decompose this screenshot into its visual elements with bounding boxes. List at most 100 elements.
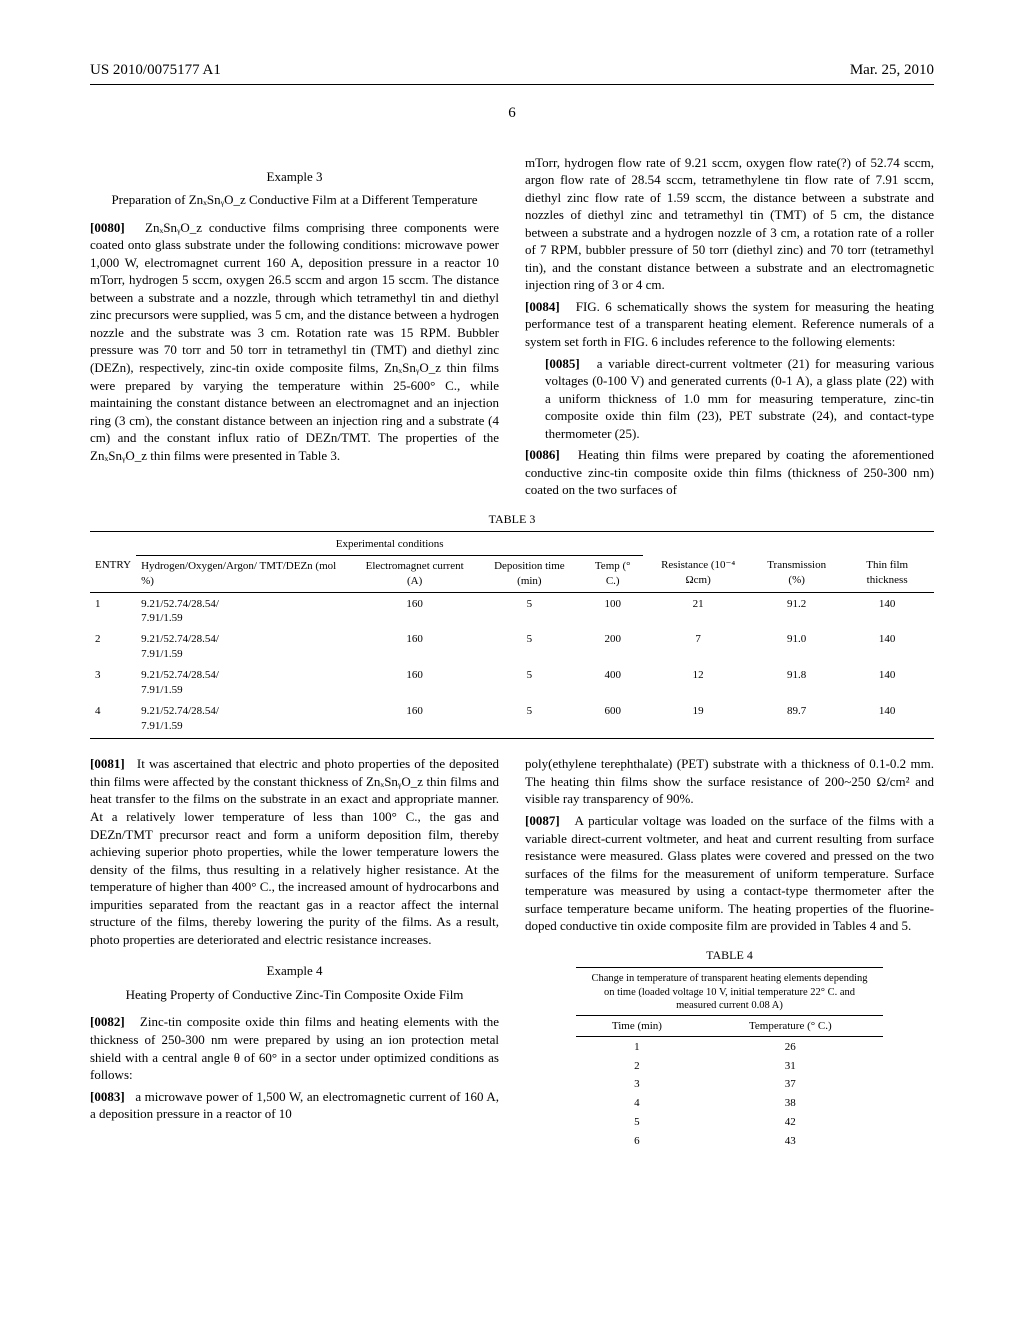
cell: 100 bbox=[582, 594, 643, 630]
table-row: 2 9.21/52.74/28.54/7.91/1.59 160 5 200 7… bbox=[90, 629, 934, 665]
cell: 9.21/52.74/28.54/ bbox=[141, 598, 219, 610]
cell: 12 bbox=[643, 665, 753, 701]
cell: 6 bbox=[576, 1132, 698, 1151]
table-row: 126 bbox=[576, 1038, 883, 1057]
example4-label: Example 4 bbox=[90, 962, 499, 980]
table4-label: TABLE 4 bbox=[525, 947, 934, 963]
col-resist: Resistance (10⁻⁴ Ωcm) bbox=[643, 555, 753, 592]
col-thick: Thin film thickness bbox=[840, 555, 934, 592]
para-text: Heating thin films were prepared by coat… bbox=[525, 447, 934, 497]
para-0083a: [0083] a microwave power of 1,500 W, an … bbox=[90, 1088, 499, 1123]
cell: 160 bbox=[353, 701, 477, 737]
table3: TABLE 3 Experimental conditions ENTRY Hy… bbox=[90, 511, 934, 739]
cell: 160 bbox=[353, 665, 477, 701]
cell: 7.91/1.59 bbox=[141, 720, 183, 732]
cell: 38 bbox=[698, 1094, 883, 1113]
cell: 7.91/1.59 bbox=[141, 612, 183, 624]
cell: 9.21/52.74/28.54/ bbox=[141, 669, 219, 681]
col-trans: Transmission (%) bbox=[753, 555, 840, 592]
table-row: 337 bbox=[576, 1075, 883, 1094]
cell: 7.91/1.59 bbox=[141, 684, 183, 696]
table4: TABLE 4 Change in temperature of transpa… bbox=[525, 947, 934, 1151]
para-text: ZnₓSnᵧO_z conductive films comprising th… bbox=[90, 220, 499, 463]
cell: 7 bbox=[643, 629, 753, 665]
cell: 5 bbox=[576, 1113, 698, 1132]
cell: 1 bbox=[576, 1038, 698, 1057]
para-0086a: [0086] Heating thin films were prepared … bbox=[525, 446, 934, 499]
pub-number: US 2010/0075177 A1 bbox=[90, 60, 221, 80]
para-num: [0082] bbox=[90, 1014, 125, 1029]
col-mix: Hydrogen/Oxygen/Argon/ TMT/DEZn (mol %) bbox=[136, 555, 353, 592]
cell: 43 bbox=[698, 1132, 883, 1151]
table-row: 231 bbox=[576, 1057, 883, 1076]
table-row: 542 bbox=[576, 1113, 883, 1132]
cell: 91.0 bbox=[753, 629, 840, 665]
table-row: 1 9.21/52.74/28.54/7.91/1.59 160 5 100 2… bbox=[90, 594, 934, 630]
t4-col2: Temperature (° C.) bbox=[698, 1017, 883, 1036]
cell: 3 bbox=[90, 665, 136, 701]
cell: 160 bbox=[353, 629, 477, 665]
cell: 3 bbox=[576, 1075, 698, 1094]
para-0087: [0087] A particular voltage was loaded o… bbox=[525, 812, 934, 935]
cell: 7.91/1.59 bbox=[141, 648, 183, 660]
para-0082: [0082] Zinc-tin composite oxide thin fil… bbox=[90, 1013, 499, 1083]
para-0081: [0081] It was ascertained that electric … bbox=[90, 755, 499, 948]
col-current: Electromagnet current (A) bbox=[353, 555, 477, 592]
para-0085: [0085] a variable direct-current voltmet… bbox=[525, 355, 934, 443]
page-number: 6 bbox=[90, 103, 934, 123]
cell: 31 bbox=[698, 1057, 883, 1076]
cell: 89.7 bbox=[753, 701, 840, 737]
cell: 140 bbox=[840, 594, 934, 630]
col-time: Deposition time (min) bbox=[477, 555, 583, 592]
cell: 1 bbox=[90, 594, 136, 630]
pub-date: Mar. 25, 2010 bbox=[850, 60, 934, 80]
cell: 4 bbox=[90, 701, 136, 737]
para-num: [0087] bbox=[525, 813, 560, 828]
cell: 160 bbox=[353, 594, 477, 630]
example3-label: Example 3 bbox=[90, 168, 499, 186]
table3-label: TABLE 3 bbox=[90, 511, 934, 527]
cell: 21 bbox=[643, 594, 753, 630]
para-text: Zinc-tin composite oxide thin films and … bbox=[90, 1014, 499, 1082]
cell: 600 bbox=[582, 701, 643, 737]
cell: 5 bbox=[477, 594, 583, 630]
cell: 42 bbox=[698, 1113, 883, 1132]
cell: 140 bbox=[840, 665, 934, 701]
cell: 4 bbox=[576, 1094, 698, 1113]
example4-title: Heating Property of Conductive Zinc-Tin … bbox=[90, 986, 499, 1004]
cell: 9.21/52.74/28.54/ bbox=[141, 705, 219, 717]
cell: 5 bbox=[477, 665, 583, 701]
para-num: [0081] bbox=[90, 756, 125, 771]
cell: 2 bbox=[576, 1057, 698, 1076]
exp-cond-header: Experimental conditions bbox=[136, 534, 643, 555]
para-text: FIG. 6 schematically shows the system fo… bbox=[525, 299, 934, 349]
col-entry: ENTRY bbox=[90, 555, 136, 592]
para-text: a microwave power of 1,500 W, an electro… bbox=[90, 1089, 499, 1122]
para-num: [0086] bbox=[525, 447, 560, 462]
cell: 26 bbox=[698, 1038, 883, 1057]
table-row: 4 9.21/52.74/28.54/7.91/1.59 160 5 600 1… bbox=[90, 701, 934, 737]
cell: 9.21/52.74/28.54/ bbox=[141, 633, 219, 645]
para-num: [0083] bbox=[90, 1089, 125, 1104]
para-0086b: poly(ethylene terephthalate) (PET) subst… bbox=[525, 755, 934, 808]
table-row: 438 bbox=[576, 1094, 883, 1113]
para-0080: [0080] ZnₓSnᵧO_z conductive films compri… bbox=[90, 219, 499, 465]
cell: 91.8 bbox=[753, 665, 840, 701]
cell: 2 bbox=[90, 629, 136, 665]
cell: 400 bbox=[582, 665, 643, 701]
cell: 5 bbox=[477, 701, 583, 737]
table-row: 3 9.21/52.74/28.54/7.91/1.59 160 5 400 1… bbox=[90, 665, 934, 701]
para-0084: [0084] FIG. 6 schematically shows the sy… bbox=[525, 298, 934, 351]
example3-title: Preparation of ZnₓSnᵧO_z Conductive Film… bbox=[90, 191, 499, 209]
table-row: 643 bbox=[576, 1132, 883, 1151]
para-text: A particular voltage was loaded on the s… bbox=[525, 813, 934, 933]
t4-col1: Time (min) bbox=[576, 1017, 698, 1036]
para-num: [0080] bbox=[90, 220, 125, 235]
col-temp: Temp (° C.) bbox=[582, 555, 643, 592]
cell: 5 bbox=[477, 629, 583, 665]
para-num: [0085] bbox=[545, 356, 580, 371]
para-text: It was ascertained that electric and pho… bbox=[90, 756, 499, 946]
para-text: a variable direct-current voltmeter (21)… bbox=[545, 356, 934, 441]
cell: 19 bbox=[643, 701, 753, 737]
cell: 37 bbox=[698, 1075, 883, 1094]
